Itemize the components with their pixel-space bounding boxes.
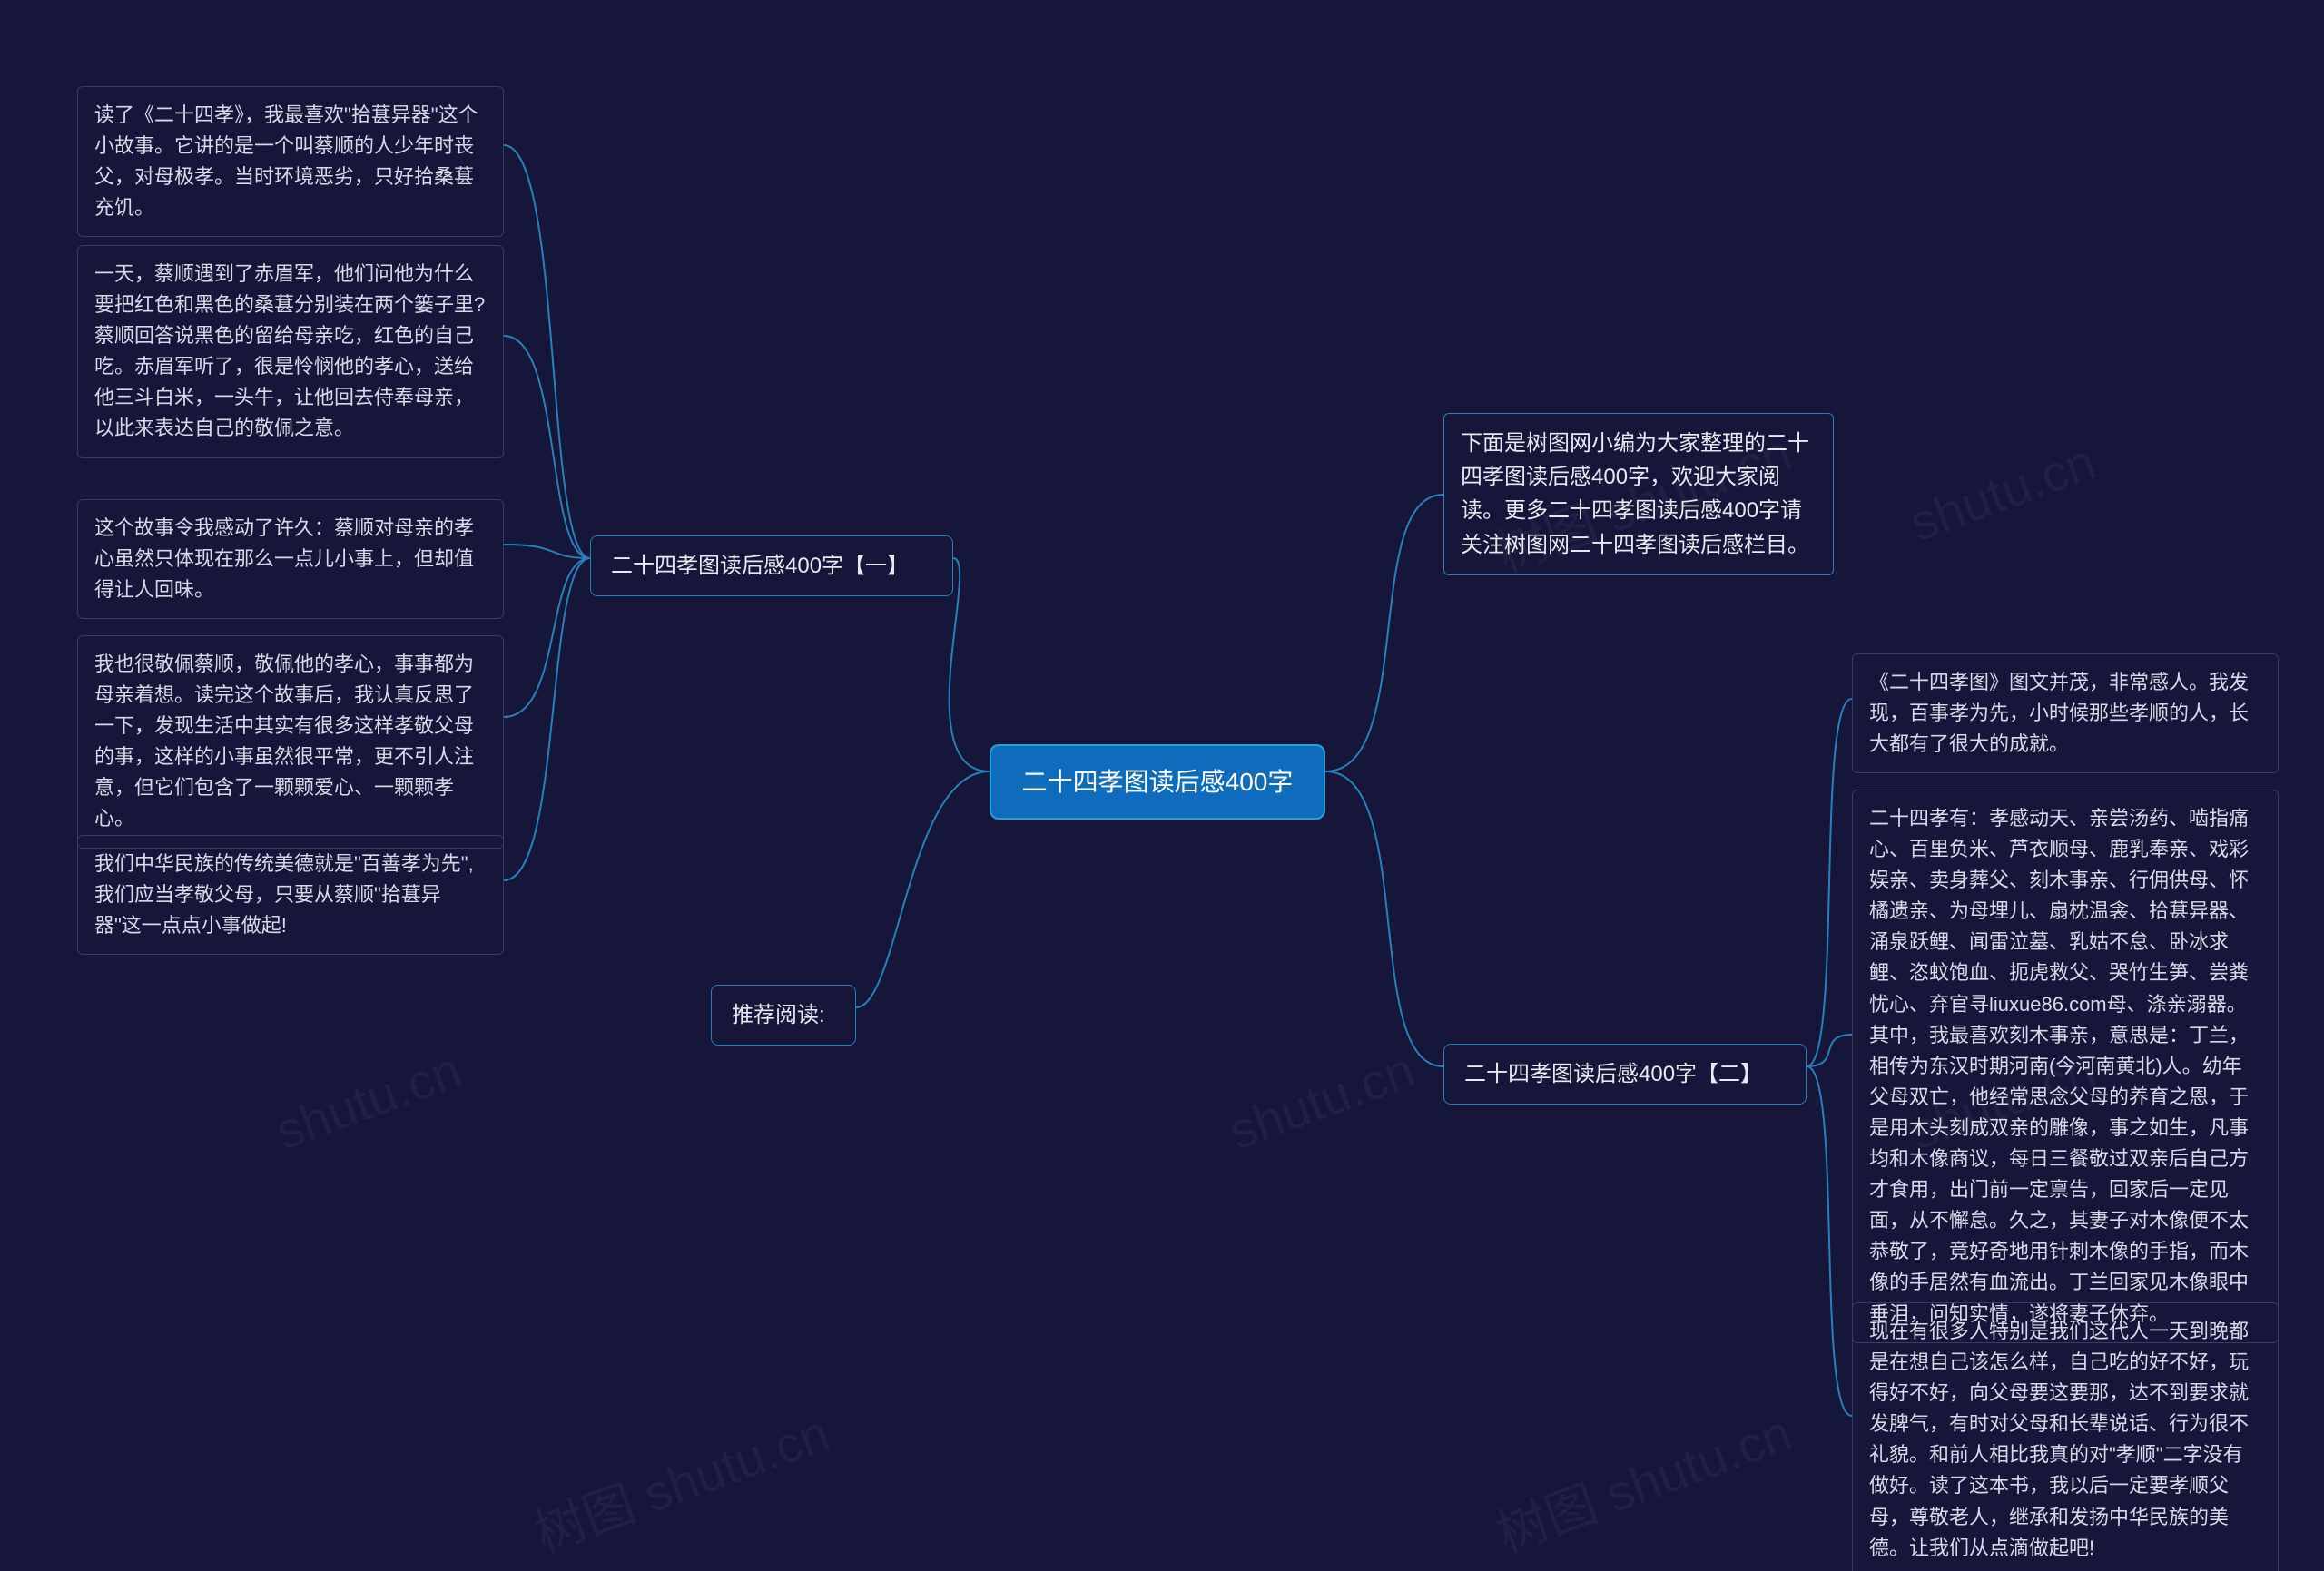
connector-path xyxy=(504,545,590,558)
intro-leaf: 下面是树图网小编为大家整理的二十四孝图读后感400字，欢迎大家阅读。更多二十四孝… xyxy=(1443,413,1834,575)
branch-essay-1[interactable]: 二十四孝图读后感400字【一】 xyxy=(590,535,953,596)
connector-path xyxy=(1807,1066,1852,1416)
branch-essay-2[interactable]: 二十四孝图读后感400字【二】 xyxy=(1443,1044,1807,1105)
essay2-leaf-1: 二十四孝有：孝感动天、亲尝汤药、啮指痛心、百里负米、芦衣顺母、鹿乳奉亲、戏彩娱亲… xyxy=(1852,790,2279,1343)
branch-recommend[interactable]: 推荐阅读: xyxy=(711,985,856,1046)
essay1-leaf-4: 我们中华民族的传统美德就是"百善孝为先",我们应当孝敬父母，只要从蔡顺"拾葚异器… xyxy=(77,835,504,955)
essay1-leaf-1: 一天，蔡顺遇到了赤眉军，他们问他为什么要把红色和黑色的桑葚分别装在两个篓子里?蔡… xyxy=(77,245,504,458)
connector-path xyxy=(1807,699,1852,1066)
connector-path xyxy=(1325,771,1443,1066)
center-node[interactable]: 二十四孝图读后感400字 xyxy=(990,744,1325,820)
connector-path xyxy=(950,558,990,771)
watermark: 树图 shutu.cn xyxy=(1485,1392,1800,1566)
essay1-leaf-2: 这个故事令我感动了许久：蔡顺对母亲的孝心虽然只体现在那么一点儿小事上，但却值得让… xyxy=(77,499,504,619)
essay2-leaf-2: 现在有很多人特别是我们这代人一天到晚都是在想自己该怎么样，自己吃的好不好，玩得好… xyxy=(1852,1302,2279,1571)
connector-path xyxy=(1325,495,1443,771)
essay1-leaf-3: 我也很敬佩蔡顺，敬佩他的孝心，事事都为母亲着想。读完这个故事后，我认真反思了一下… xyxy=(77,635,504,849)
watermark: shutu.cn xyxy=(268,1040,468,1161)
connector-path xyxy=(504,145,590,558)
connector-path xyxy=(504,336,590,558)
watermark: shutu.cn xyxy=(1902,432,2102,553)
essay2-leaf-0: 《二十四孝图》图文并茂，非常感人。我发现，百事孝为先，小时候那些孝顺的人，长大都… xyxy=(1852,653,2279,773)
connector-path xyxy=(1807,1035,1852,1066)
essay1-leaf-0: 读了《二十四孝》，我最喜欢"拾葚异器"这个小故事。它讲的是一个叫蔡顺的人少年时丧… xyxy=(77,86,504,237)
watermark: shutu.cn xyxy=(1221,1040,1422,1161)
watermark: 树图 shutu.cn xyxy=(523,1392,838,1566)
connector-path xyxy=(504,558,590,880)
connector-path xyxy=(504,558,590,717)
connector-path xyxy=(856,771,990,1007)
